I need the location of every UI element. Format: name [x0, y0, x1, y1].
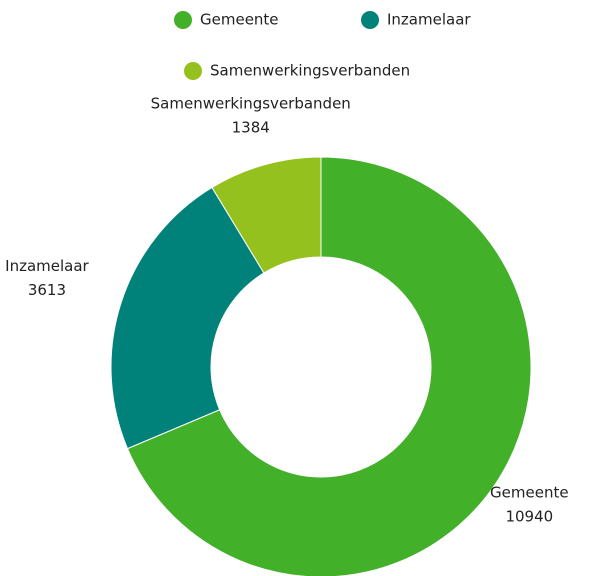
slice-value: 1384 — [232, 118, 270, 136]
slice-label: Samenwerkingsverbanden — [151, 94, 351, 112]
legend-swatch — [361, 11, 379, 29]
slice — [110, 186, 265, 450]
slice-value: 10940 — [505, 508, 553, 526]
legend-swatch — [174, 11, 192, 29]
legend-label: Inzamelaar — [387, 11, 471, 29]
slice — [211, 156, 322, 274]
legend-swatch — [184, 62, 202, 80]
legend-label: Samenwerkingsverbanden — [210, 62, 410, 80]
slice-label: Inzamelaar — [5, 257, 89, 275]
slice-label: Gemeente — [490, 484, 569, 502]
legend-label: Gemeente — [200, 11, 279, 29]
slice-value: 3613 — [28, 281, 66, 299]
slice — [126, 156, 532, 576]
